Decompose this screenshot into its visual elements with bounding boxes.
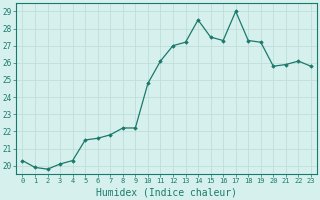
X-axis label: Humidex (Indice chaleur): Humidex (Indice chaleur): [96, 187, 237, 197]
